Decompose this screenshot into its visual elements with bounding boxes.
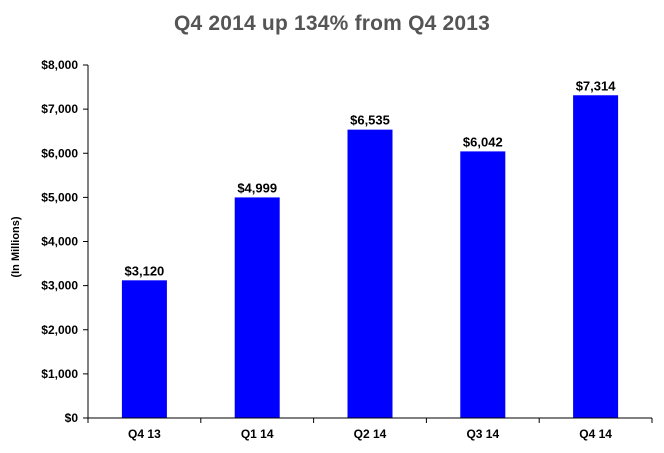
y-axis-ticks: $0 $1,000 $2,000 $3,000 $4,000 $5,000 $6,000 $7… — [41, 58, 88, 425]
y-tick-label: $6,000 — [41, 146, 78, 160]
x-tick-label: Q4 13 — [128, 427, 161, 441]
y-tick-label: $8,000 — [41, 58, 78, 72]
x-tick-label: Q1 14 — [241, 427, 274, 441]
y-tick-label: $3,000 — [41, 279, 78, 293]
y-tick-label: $7,000 — [41, 102, 78, 116]
y-tick-label: $0 — [65, 411, 79, 425]
x-axis-ticks: Q4 13 Q1 14 Q2 14 Q3 14 Q4 14 — [87, 418, 653, 441]
x-tick-label: Q2 14 — [354, 427, 387, 441]
bar — [234, 197, 280, 418]
x-tick-label: Q4 14 — [579, 427, 612, 441]
bar — [121, 280, 167, 418]
y-tick-label: $1,000 — [41, 367, 78, 381]
y-tick-label: $5,000 — [41, 190, 78, 204]
bar — [573, 95, 619, 419]
bar — [347, 129, 393, 418]
bar-data-label: $3,120 — [125, 263, 165, 278]
bars: $3,120 $4,999 $6,535 $6,042 $7,314 — [121, 78, 619, 419]
bar-data-label: $4,999 — [237, 180, 277, 195]
y-tick-label: $2,000 — [41, 323, 78, 337]
x-tick-label: Q3 14 — [466, 427, 499, 441]
bar-data-label: $6,042 — [463, 134, 503, 149]
y-tick-label: $4,000 — [41, 235, 78, 249]
bar — [460, 151, 506, 419]
bar-data-label: $6,535 — [350, 113, 390, 128]
bar-data-label: $7,314 — [576, 78, 617, 93]
chart-title: Q4 2014 up 134% from Q4 2013 — [173, 12, 491, 35]
